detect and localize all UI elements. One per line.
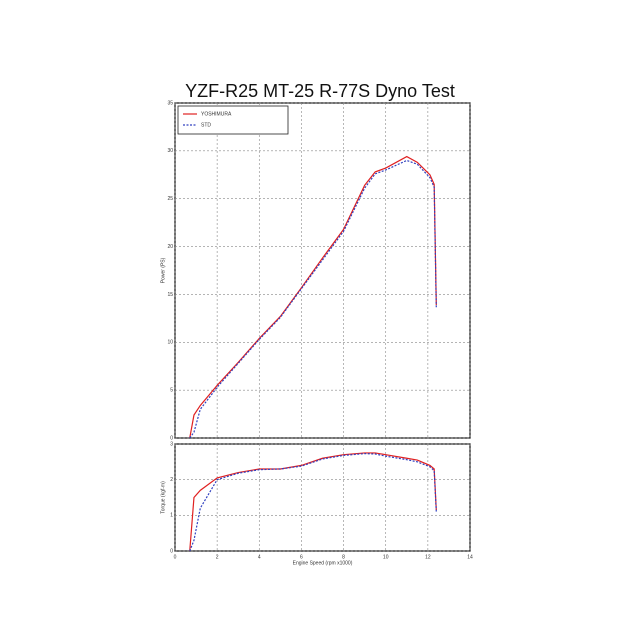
y-tick-label: 10 xyxy=(167,340,173,346)
series-line xyxy=(189,453,437,552)
y-tick-label: 30 xyxy=(167,148,173,154)
y-tick-label: 1 xyxy=(170,513,173,519)
y-tick-label: 20 xyxy=(167,244,173,250)
y-tick-label: 3 xyxy=(170,441,173,447)
plot-frame xyxy=(174,443,471,552)
x-tick-label: 8 xyxy=(342,554,345,560)
y-axis-label: Power (PS) xyxy=(160,257,166,283)
legend-label: STD xyxy=(201,122,211,128)
x-axis-label: Engine Speed (rpm x1000) xyxy=(293,560,353,566)
series-line xyxy=(189,155,437,439)
x-tick-label: 10 xyxy=(383,554,389,560)
y-tick-label: 5 xyxy=(170,387,173,393)
legend-label: YOSHIMURA xyxy=(201,111,232,117)
y-tick-label: 35 xyxy=(167,100,173,106)
x-tick-label: 4 xyxy=(258,554,261,560)
x-tick-label: 12 xyxy=(425,554,431,560)
y-tick-label: 25 xyxy=(167,196,173,202)
x-tick-label: 6 xyxy=(300,554,303,560)
series-line xyxy=(189,159,437,439)
y-tick-label: 2 xyxy=(170,477,173,483)
x-tick-label: 2 xyxy=(216,554,219,560)
plot-frame xyxy=(174,102,471,439)
chart-title: YZF-R25 MT-25 R-77S Dyno Test xyxy=(185,81,455,101)
x-tick-label: 14 xyxy=(467,554,473,560)
x-tick-label: 0 xyxy=(174,554,177,560)
y-tick-label: 15 xyxy=(167,292,173,298)
y-axis-label: Torque (kgf-m) xyxy=(160,481,166,514)
y-tick-label: 0 xyxy=(170,548,173,554)
legend-box xyxy=(177,105,289,135)
y-tick-label: 0 xyxy=(170,435,173,441)
series-line xyxy=(189,452,437,552)
